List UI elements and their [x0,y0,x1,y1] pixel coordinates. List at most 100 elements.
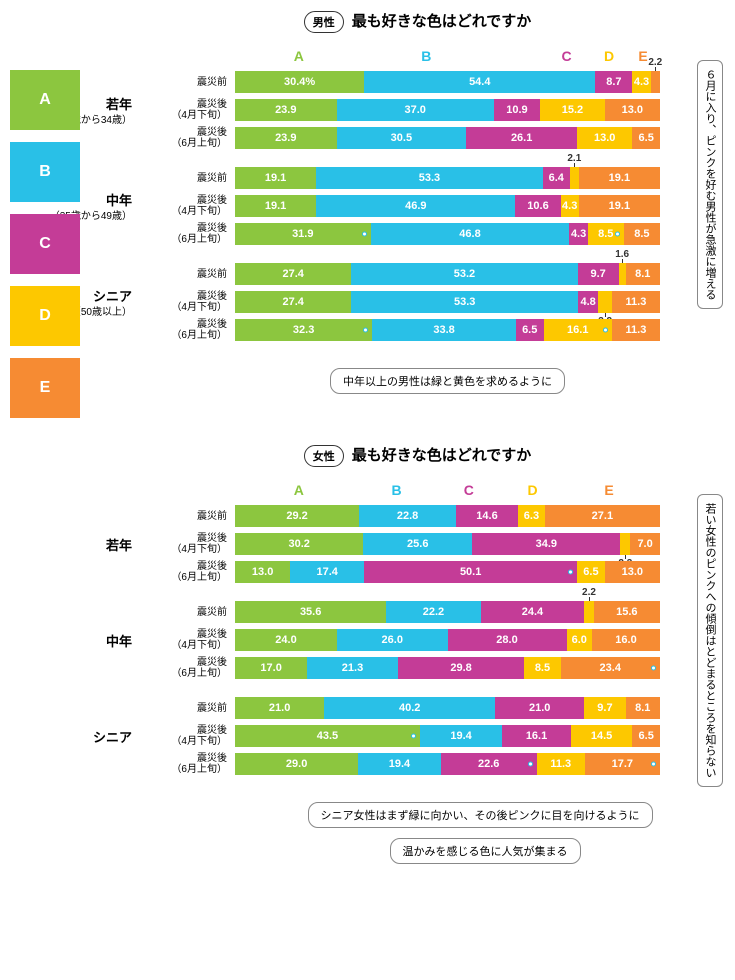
bar-row: 震災後（6月上旬）23.930.526.113.06.5 [140,126,660,150]
legend-box-C: C [10,214,80,274]
bar-row: 震災後（4月下旬）27.453.34.83.211.3 [140,290,660,314]
segment-C: 24.4 [481,601,585,623]
highlight-dot [411,734,416,739]
row-label: 震災前 [140,607,235,618]
axis-label-D: D [527,482,537,498]
row-label: 震災後（6月上旬） [140,753,235,775]
bar-row: 震災前29.222.814.66.327.1 [140,504,660,528]
legend-box-A: A [10,70,80,130]
segment-A: 19.1 [235,195,316,217]
bar-row: 震災後（6月上旬）32.333.86.516.111.3 [140,318,660,342]
segment-D: 16.1 [544,319,612,341]
legend-column: ABCDE [10,70,80,430]
segment-E: 16.0 [592,629,660,651]
segment-E: 8.5 [624,223,660,245]
segment-B: 37.0 [337,99,494,121]
highlight-dot [362,232,367,237]
row-label: 震災後（6月上旬） [140,319,235,341]
bar-row: 震災後（6月上旬）13.017.450.16.513.0 [140,560,660,584]
segment-A: 27.4 [235,263,351,285]
segment-A: 29.0 [235,753,358,775]
stacked-bar: 31.946.84.38.58.5 [235,223,660,245]
segment-B: 25.6 [363,533,472,555]
row-label: 震災後（4月下旬） [140,725,235,747]
axis-label-B: B [421,48,431,64]
age-group: 中年（35歳から49歳）震災前19.153.36.42.119.1震災後（4月下… [10,166,725,250]
segment-E: 11.3 [612,291,660,313]
row-label: 震災前 [140,173,235,184]
stacked-bar: 30.4%54.48.74.32.2 [235,71,660,93]
segment-C: 29.8 [398,657,525,679]
segment-A: 21.0 [235,697,324,719]
highlight-dot [528,762,533,767]
segment-D: 8.5 [588,223,624,245]
stacked-bar: 29.019.422.611.317.7 [235,753,660,775]
segment-C: 21.0 [495,697,584,719]
bar-row: 震災後（4月下旬）30.225.634.92.37.0 [140,532,660,556]
segment-D: 2.1 [570,167,579,189]
highlight-dot [615,232,620,237]
highlight-dot [651,762,656,767]
highlight-dot [603,328,608,333]
segment-A: 43.5 [235,725,420,747]
stacked-bar: 32.333.86.516.111.3 [235,319,660,341]
segment-E: 19.1 [579,167,660,189]
side-annotation: 若い女性のピンクへの傾倒はとどまるところを知らない [697,494,724,787]
bottom-annotation-right: 温かみを感じる色に人気が集まる [390,838,581,864]
axis-labels: ABCDE [235,48,660,66]
segment-B: 17.4 [290,561,364,583]
segment-E: 8.1 [626,263,660,285]
bar-row: 震災前27.453.29.71.68.1 [140,262,660,286]
segment-E: 6.5 [632,725,660,747]
segment-D: 8.5 [524,657,560,679]
segment-B: 46.9 [316,195,515,217]
segment-A: 30.2 [235,533,363,555]
bar-row: 震災後（6月上旬）17.021.329.88.523.4 [140,656,660,680]
axis-label-E: E [638,48,647,64]
stacked-bar: 19.153.36.42.119.1 [235,167,660,189]
segment-C: 8.7 [595,71,632,93]
segment-C: 4.8 [578,291,598,313]
segment-B: 53.2 [351,263,577,285]
segment-E: 23.4 [561,657,660,679]
group-label: 中年 [10,600,140,684]
segment-D: 13.0 [577,127,632,149]
highlight-dot [363,328,368,333]
bar-row: 震災後（4月下旬）24.026.028.06.016.0 [140,628,660,652]
stacked-bar: 29.222.814.66.327.1 [235,505,660,527]
segment-C: 14.6 [456,505,518,527]
segment-E: 2.2 [651,71,660,93]
segment-D: 6.5 [577,561,605,583]
segment-E: 13.0 [605,561,660,583]
axis-label-E: E [604,482,613,498]
segment-A: 27.4 [235,291,351,313]
segment-B: 26.0 [337,629,448,651]
segment-A: 13.0 [235,561,290,583]
legend-box-D: D [10,286,80,346]
row-label: 震災前 [140,511,235,522]
bar-row: 震災後（6月上旬）31.946.84.38.58.5 [140,222,660,246]
age-group: シニア（50歳以上）震災前27.453.29.71.68.1震災後（4月下旬）2… [10,262,725,346]
segment-C: 9.7 [578,263,619,285]
segment-A: 35.6 [235,601,386,623]
segment-C: 26.1 [466,127,577,149]
segment-A: 23.9 [235,127,337,149]
segment-A: 17.0 [235,657,307,679]
stacked-bar: 24.026.028.06.016.0 [235,629,660,651]
segment-B: 40.2 [324,697,495,719]
stacked-bar: 27.453.29.71.68.1 [235,263,660,285]
segment-C: 22.6 [441,753,537,775]
segment-D: 3.2 [598,291,612,313]
segment-E: 6.5 [632,127,660,149]
segment-D: 1.6 [619,263,626,285]
segment-A: 24.0 [235,629,337,651]
row-label: 震災後（6月上旬） [140,127,235,149]
chart-title: 男性最も好きな色はどれですか [110,10,725,33]
group-label: シニア [10,696,140,780]
segment-D: 6.0 [567,629,593,651]
stacked-bar: 43.519.416.114.56.5 [235,725,660,747]
row-label: 震災後（4月下旬） [140,533,235,555]
segment-A: 31.9 [235,223,371,245]
gender-badge: 男性 [304,11,344,33]
axis-label-A: A [294,48,304,64]
